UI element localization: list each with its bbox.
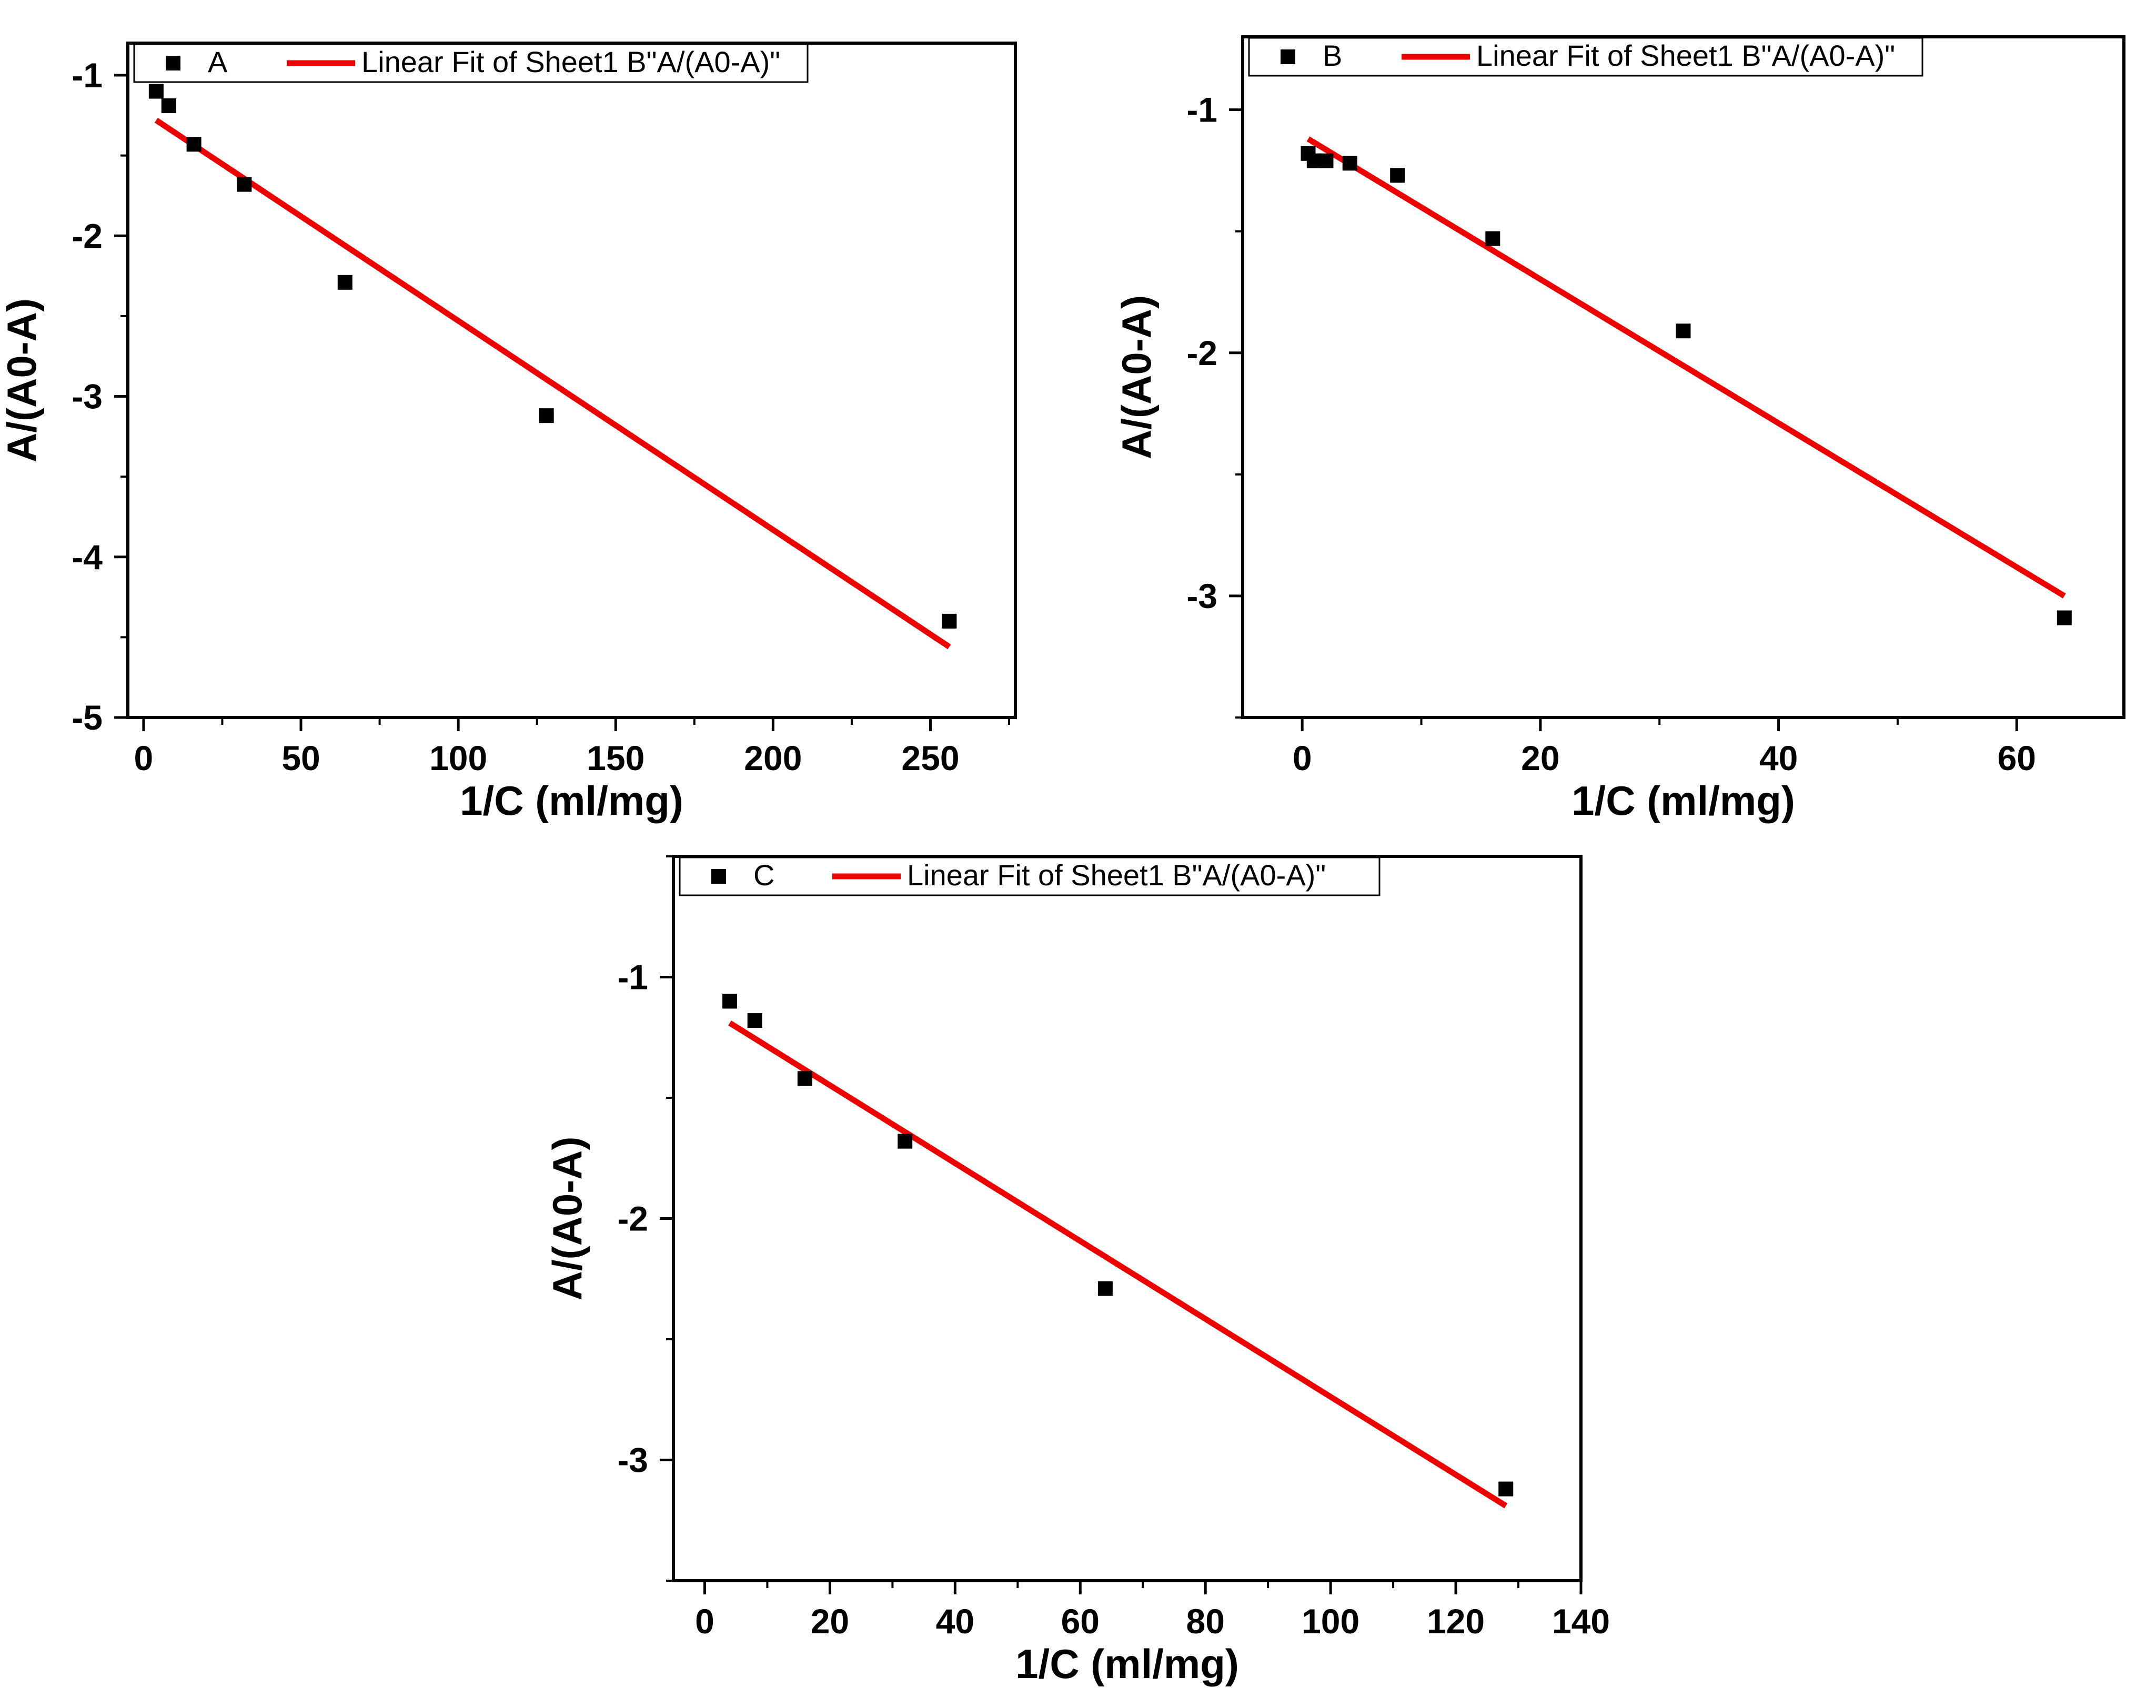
legend-box [679, 856, 1381, 896]
legend-box [133, 43, 809, 83]
data-point [186, 137, 202, 152]
data-point [797, 1071, 812, 1086]
x-tick-label: 60 [1998, 739, 2036, 777]
data-region [1301, 136, 2072, 625]
chart-c: 0 20 40 60 80 100 120 140 -3 -2 -1 1/C (ml/mg) A/(A0… [544, 855, 1610, 1687]
chart-a: 0 50 100 150 200 250 -5 -4 -3 -2 -1 1/C (ml/mg) A/(A… [0, 42, 1017, 824]
x-tick-label: 60 [1061, 1602, 1100, 1641]
data-point [942, 613, 957, 629]
y-tick-label: -3 [1186, 577, 1217, 615]
x-tick-label: 140 [1552, 1602, 1610, 1641]
data-point [722, 994, 738, 1009]
fit-line [1306, 136, 2066, 599]
y-tick-label: -4 [72, 538, 103, 577]
data-point [1390, 168, 1405, 183]
data-point [148, 84, 164, 99]
y-tick-label: -2 [72, 216, 103, 255]
x-tick-label: 100 [429, 739, 487, 777]
x-tick-label: 50 [281, 739, 320, 777]
plot-frame [126, 42, 1017, 719]
legend-label-fit: Linear Fit of Sheet1 B"A/(A0-A)" [1476, 39, 1895, 72]
data-point [1318, 153, 1334, 168]
legend-marker-square [711, 869, 726, 884]
y-axis-title: A/(A0-A) [1113, 295, 1160, 459]
legend-marker-square [1281, 49, 1295, 64]
data-region [722, 994, 1514, 1509]
data-point [161, 98, 176, 114]
x-tick-label: 0 [695, 1602, 714, 1641]
y-axis-title: A/(A0-A) [0, 298, 45, 462]
data-point [539, 408, 554, 423]
chart-b: 0 20 40 60 -3 -2 -1 1/C (ml/mg) A/(A0-A) B Linear … [1113, 35, 2125, 824]
x-tick-label: 0 [134, 739, 154, 777]
data-point [898, 1134, 913, 1149]
y-tick-label: -3 [72, 377, 103, 416]
data-region [148, 84, 957, 650]
data-point [1097, 1281, 1113, 1296]
data-point [237, 177, 252, 192]
y-tick-label: -1 [1186, 90, 1217, 129]
legend-label-series: A [208, 45, 228, 78]
fit-line [728, 1020, 1508, 1509]
y-tick-label: -1 [617, 958, 648, 997]
y-tick-label: -3 [617, 1441, 648, 1480]
data-point [747, 1013, 762, 1028]
y-tick-label: -2 [1186, 333, 1217, 372]
x-tick-label: 20 [1521, 739, 1559, 777]
data-point [337, 275, 352, 290]
x-tick-label: 250 [901, 739, 959, 777]
x-tick-label: 0 [1293, 739, 1312, 777]
data-point [2057, 610, 2072, 625]
legend: B Linear Fit of Sheet1 B"A/(A0-A)" [1248, 37, 1923, 77]
x-axis-title: 1/C (ml/mg) [460, 777, 683, 824]
data-point [1676, 324, 1691, 339]
x-tick-label: 40 [1759, 739, 1798, 777]
x-tick-label: 40 [936, 1602, 974, 1641]
y-tick-label: -2 [617, 1199, 648, 1238]
x-tick-label: 120 [1427, 1602, 1485, 1641]
y-axis-title: A/(A0-A) [544, 1137, 590, 1301]
x-axis-title: 1/C (ml/mg) [1015, 1641, 1239, 1687]
legend-marker-square [166, 56, 180, 70]
plot-frame [1241, 35, 2125, 719]
data-point [1485, 231, 1500, 246]
legend-label-fit: Linear Fit of Sheet1 B"A/(A0-A)" [907, 858, 1326, 892]
legend-label-series: B [1323, 39, 1342, 72]
data-point [1342, 156, 1357, 171]
charts-group: 0 50 100 150 200 250-5-4-3-2-11/C (ml/mg)A/(A… [0, 35, 2125, 1687]
y-tick-label: -5 [72, 698, 103, 737]
legend-label-series: C [753, 858, 774, 892]
y-tick-label: -1 [72, 56, 103, 95]
x-tick-label: 150 [587, 739, 644, 777]
legend: C Linear Fit of Sheet1 B"A/(A0-A)" [679, 856, 1381, 896]
x-tick-label: 100 [1302, 1602, 1359, 1641]
legend: A Linear Fit of Sheet1 B"A/(A0-A)" [133, 43, 809, 83]
x-tick-label: 80 [1186, 1602, 1224, 1641]
x-tick-label: 200 [744, 739, 802, 777]
fit-line [154, 117, 951, 650]
x-tick-label: 20 [811, 1602, 849, 1641]
legend-box [1248, 37, 1923, 77]
data-point [1498, 1481, 1514, 1497]
legend-label-fit: Linear Fit of Sheet1 B"A/(A0-A)" [361, 45, 780, 78]
x-axis-title: 1/C (ml/mg) [1571, 777, 1795, 824]
